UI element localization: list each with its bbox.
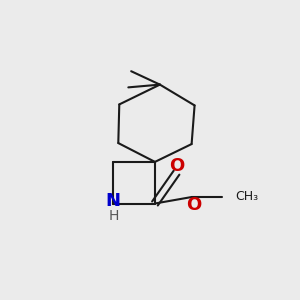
Text: CH₃: CH₃ [236,190,259,203]
Text: N: N [106,191,121,209]
Text: O: O [169,157,184,175]
Text: O: O [186,196,202,214]
Text: H: H [108,209,118,224]
